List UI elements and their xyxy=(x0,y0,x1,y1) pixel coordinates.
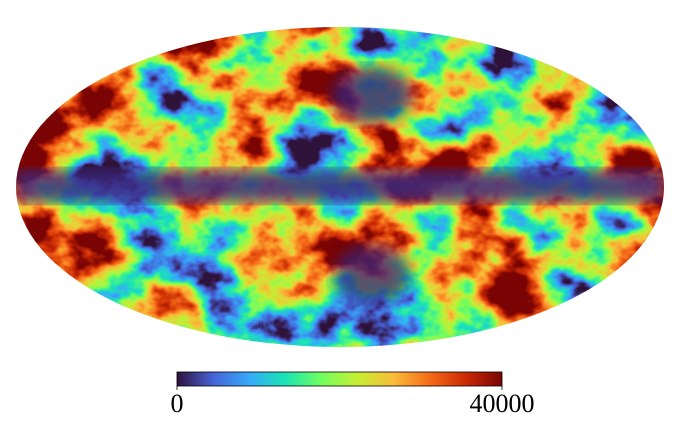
colorbar: 0 40000 xyxy=(171,371,535,418)
sky-map xyxy=(16,27,664,347)
colorbar-gradient xyxy=(176,371,503,387)
colorbar-tick-label: 40000 xyxy=(470,389,535,418)
colorbar-tick-label: 0 xyxy=(171,389,184,418)
